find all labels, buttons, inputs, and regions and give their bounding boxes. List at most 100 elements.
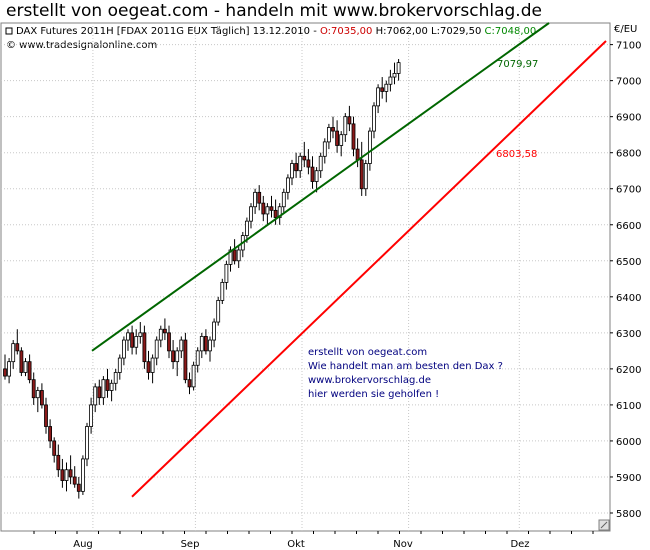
candle <box>372 102 376 139</box>
grid <box>1 23 610 531</box>
candle <box>347 105 352 132</box>
candle <box>122 336 126 366</box>
y-tick-label: 6000 <box>616 437 641 448</box>
candle <box>3 354 7 380</box>
trendlines: 7079,97 6803,58 <box>91 22 607 498</box>
annotation-line-2: Wie handelt man am besten den Dax ? <box>308 361 503 372</box>
candle <box>105 368 110 398</box>
candle <box>72 466 77 488</box>
candle <box>253 188 258 214</box>
candle <box>290 159 294 186</box>
candle <box>273 199 278 225</box>
candle <box>150 354 155 384</box>
candle <box>277 203 282 225</box>
x-tick-label: Dez <box>510 539 529 550</box>
candle <box>355 138 360 168</box>
candle <box>339 131 344 157</box>
candle <box>23 358 28 377</box>
candle <box>335 120 340 153</box>
candle <box>392 62 397 85</box>
candle <box>113 368 118 391</box>
candle <box>367 127 372 171</box>
annotation-line-4: hier werden sie geholfen ! <box>308 389 439 400</box>
symbol-box-icon <box>5 27 13 35</box>
candle <box>142 325 147 369</box>
candle <box>85 422 89 467</box>
y-tick-label: 6700 <box>616 185 641 196</box>
candle <box>109 379 114 402</box>
y-unit-label: €/EU <box>614 24 637 35</box>
y-tick-label: 6300 <box>616 329 641 340</box>
candle <box>183 332 188 384</box>
candle <box>380 77 385 99</box>
candle <box>35 386 40 413</box>
candle <box>281 188 286 214</box>
candle <box>212 318 217 348</box>
candle <box>322 138 327 164</box>
annotation-line-3: www.brokervorschlag.de <box>308 375 431 386</box>
x-tick-label: Nov <box>393 539 413 550</box>
resize-corner-icon[interactable] <box>598 519 610 531</box>
y-tick-label: 6900 <box>616 113 641 124</box>
candle <box>249 203 253 229</box>
candle <box>179 336 184 359</box>
candle <box>285 174 290 200</box>
candle <box>343 113 348 142</box>
candle <box>257 185 262 211</box>
upper-trendline <box>91 22 550 352</box>
candle <box>146 350 151 380</box>
candle <box>15 329 20 355</box>
candle <box>216 296 221 326</box>
candle <box>27 354 32 384</box>
candle <box>11 340 16 369</box>
candle <box>294 152 299 178</box>
candle <box>306 149 311 175</box>
y-axis: 5800 5900 6000 6100 6200 6300 6400 6500 6600 6700… <box>610 41 641 520</box>
candle <box>60 458 65 488</box>
candle <box>195 347 200 373</box>
candle <box>314 167 319 193</box>
lower-trendline-label: 6803,58 <box>496 149 537 160</box>
candle <box>396 59 401 81</box>
candle <box>236 246 241 268</box>
candle <box>81 455 85 495</box>
y-tick-label: 5800 <box>616 509 641 520</box>
y-tick-label: 6400 <box>616 293 641 304</box>
x-tick-label: Sep <box>181 539 200 550</box>
candle <box>351 116 356 157</box>
candle <box>224 260 229 290</box>
candle <box>376 84 381 114</box>
candle <box>232 239 237 265</box>
candle <box>203 329 208 355</box>
candle <box>191 361 196 391</box>
x-tick-label: Aug <box>73 539 93 550</box>
annotation-block: erstellt von oegeat.com Wie handelt man … <box>308 347 503 400</box>
candle <box>130 325 135 355</box>
annotation-line-1: erstellt von oegeat.com <box>308 347 427 358</box>
x-axis: Aug Sep Okt Nov Dez <box>33 531 594 550</box>
candle <box>208 336 212 362</box>
candle <box>220 278 225 305</box>
y-tick-label: 7000 <box>616 77 641 88</box>
y-tick-label: 6100 <box>616 401 641 412</box>
candle <box>199 332 204 359</box>
candle <box>175 347 180 377</box>
upper-trendline-label: 7079,97 <box>497 59 538 70</box>
copyright-label: © www.tradesignalonline.com <box>6 40 157 51</box>
instrument-label: DAX Futures 2011H [FDAX 2011G EUX Täglic… <box>16 26 320 37</box>
candle <box>93 383 98 413</box>
candle <box>162 318 167 341</box>
candle <box>40 383 44 409</box>
candle <box>48 419 52 449</box>
plot-frame <box>0 22 611 532</box>
candle <box>31 372 36 405</box>
candle <box>97 379 102 405</box>
y-tick-label: 7100 <box>616 41 641 52</box>
page-title: erstellt von oegeat.com - handeln mit ww… <box>6 1 542 21</box>
candle <box>331 116 335 139</box>
candle <box>101 376 106 405</box>
candle <box>326 123 331 150</box>
lower-trendline <box>131 40 607 498</box>
candle <box>19 347 24 377</box>
candle <box>388 69 393 92</box>
